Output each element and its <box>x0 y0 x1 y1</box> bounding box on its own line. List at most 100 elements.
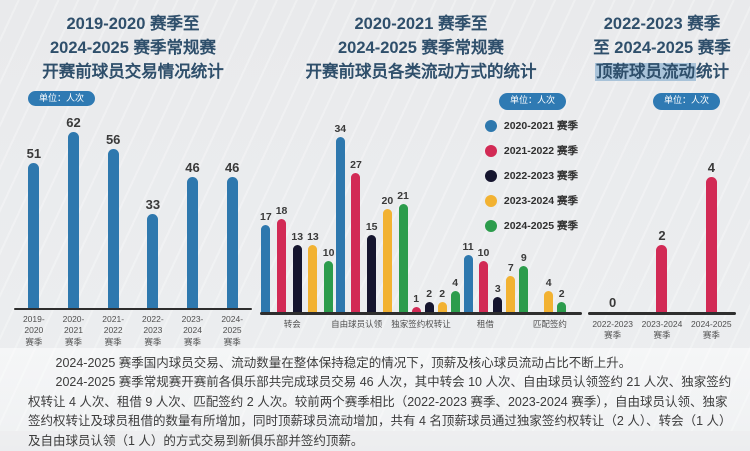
category-label: 2020-2021 赛季 <box>54 314 94 348</box>
bar-slot: 46 <box>173 160 213 308</box>
bar <box>351 173 361 312</box>
bar-slot: 17 <box>260 211 272 312</box>
legend-label: 2021-2022 赛季 <box>503 145 578 157</box>
category-label-line: 赛季 <box>702 330 720 341</box>
bar <box>424 302 434 312</box>
bar-slot: 20 <box>382 195 393 312</box>
bar-group: 34 27 15 20 21 <box>334 123 409 312</box>
plot-area: 51 62 56 33 46 46 <box>14 108 252 308</box>
legend: 2020-2021 赛季 2021-2022 赛季 2022-2023 赛季 2023… <box>484 118 578 233</box>
bar-value-label: 9 <box>520 252 527 264</box>
bar-slot: 2 <box>637 228 686 312</box>
category-label-line: 2024-2025 <box>690 319 732 329</box>
axis-baseline <box>14 308 252 310</box>
chart-title-tail: 统计 <box>696 63 729 81</box>
bar-value-label: 17 <box>260 211 272 223</box>
category-label-line: 2019-2020 <box>22 313 45 336</box>
unit-badge-row: 单位：人次 <box>588 93 736 110</box>
legend-label: 2024-2025 赛季 <box>503 220 578 232</box>
bar-slot: 34 <box>334 123 346 312</box>
chart-title: 2022-2023 赛季至 2024-2025 赛季 顶薪球员流动统计 <box>588 12 736 86</box>
bar-value-label: 62 <box>66 115 81 130</box>
bar-slot: 2 <box>557 288 567 312</box>
category-label: 2022-2023 赛季 <box>588 319 637 342</box>
bar <box>277 219 287 312</box>
legend-dot <box>484 219 497 232</box>
category-label: 2023-2024 赛季 <box>173 314 213 348</box>
bar-value-label: 2 <box>439 288 446 300</box>
bar-value-label: 2 <box>426 288 433 300</box>
chart-title-line: 至 2024-2025 赛季 <box>593 39 731 57</box>
bar-slot: 10 <box>477 247 490 312</box>
category-label-line: 2024-2025 <box>221 313 244 336</box>
category-label: 2024-2025 赛季 <box>687 319 736 342</box>
bar-slot: 0 <box>588 295 637 312</box>
bar-value-label: 46 <box>185 160 200 175</box>
bar-slot: 1 <box>411 293 421 312</box>
unit-badge: 单位：人次 <box>498 93 566 110</box>
chart-flow-types: 2020-2021 赛季至 2024-2025 赛季常规赛 开赛前球员各类流动方式的… <box>252 8 582 348</box>
legend-dot <box>484 144 497 157</box>
bar-slot: 27 <box>350 159 362 312</box>
bar-value-label: 56 <box>105 132 121 147</box>
bar-value-label: 2 <box>658 228 666 243</box>
bar-slot: 4 <box>544 277 554 312</box>
bar <box>335 137 345 312</box>
bar-value-label: 21 <box>397 190 409 202</box>
bar-value-label: 13 <box>307 231 319 243</box>
chart-season-trades: 2019-2020 赛季至 2024-2025 赛季常规赛 开赛前球员交易情况统计单… <box>14 8 252 348</box>
unit-badge: 单位：人次 <box>652 93 720 110</box>
unit-badge-row: 单位：人次 <box>260 93 582 110</box>
category-label-line: 2023-2024 <box>641 319 683 329</box>
bar-value-label: 7 <box>507 262 514 274</box>
category-label-line: 赛季 <box>65 336 83 347</box>
bar-groups: 0 2 4 <box>588 112 736 312</box>
chart-title-highlight: 顶薪球员流动 <box>595 63 696 81</box>
plot-area: 17 18 13 13 10 34 27 15 20 21 1 2 2 4 11 10 3 7 9 4 2 2020-20… <box>260 112 582 312</box>
category-label: 租借 <box>476 319 494 329</box>
bar-value-label: 46 <box>224 160 240 175</box>
legend-item: 2024-2025 赛季 <box>484 218 578 233</box>
bar-slot: 51 <box>14 146 54 308</box>
category-labels: 转会 自由球员认领 独家签约权转让 租借 匹配签约 <box>260 319 582 330</box>
bar <box>147 214 159 308</box>
chart-title-line: 2024-2025 赛季常规赛 <box>50 39 216 57</box>
bar-value-label: 3 <box>494 283 501 295</box>
chart-title-line: 顶薪球员流动统计 <box>588 60 736 84</box>
bar-slot: 7 <box>506 262 516 312</box>
category-label: 2021-2022 赛季 <box>93 314 133 348</box>
bar-slot: 62 <box>54 115 94 308</box>
bar-value-label: 4 <box>707 160 715 175</box>
category-label-line: 赛季 <box>25 336 43 347</box>
category-label: 2022-2023 赛季 <box>133 314 173 348</box>
bar-value-label: 10 <box>477 247 490 259</box>
bar <box>226 177 238 308</box>
footnote-para-1: 2024-2025 赛季国内球员交易、流动数量在整体保持稳定的情况下，顶薪及核心… <box>55 356 632 370</box>
chart-title: 2019-2020 赛季至 2024-2025 赛季常规赛 开赛前球员交易情况统计 <box>14 12 252 84</box>
axis-baseline <box>588 312 736 315</box>
bar <box>519 266 529 312</box>
chart-title-line: 2020-2021 赛季至 <box>354 15 488 33</box>
chart-title-line: 2024-2025 赛季常规赛 <box>338 39 504 57</box>
category-label-line: 赛季 <box>653 330 671 341</box>
bar-value-label: 10 <box>322 247 335 259</box>
legend-item: 2022-2023 赛季 <box>484 168 578 183</box>
category-label: 转会 <box>283 319 301 329</box>
bar-slot: 13 <box>307 231 319 312</box>
axis-baseline <box>260 312 582 315</box>
category-label-line: 赛季 <box>184 336 202 347</box>
chart-title-line: 2022-2023 赛季 <box>603 15 721 33</box>
category-labels: 2019-2020 赛季 2020-2021 赛季 2021-2022 赛季 2022-20… <box>14 314 252 348</box>
unit-badge-row: 单位：人次 <box>14 91 252 106</box>
category-label: 独家签约权转让 <box>391 319 451 329</box>
bar <box>68 132 79 308</box>
bar <box>705 177 717 312</box>
chart-title: 2020-2021 赛季至 2024-2025 赛季常规赛 开赛前球员各类流动方式的… <box>260 12 582 86</box>
category-label-line: 赛季 <box>223 336 241 347</box>
legend-item: 2023-2024 赛季 <box>484 193 578 208</box>
charts-row: 2019-2020 赛季至 2024-2025 赛季常规赛 开赛前球员交易情况统计单… <box>14 8 736 348</box>
category-label-line: 2021-2022 <box>102 313 125 336</box>
footnote-para-2: 2024-2025 赛季常规赛开赛前各俱乐部共完成球员交易 46 人次，其中转会… <box>28 375 732 448</box>
bar-value-label: 4 <box>545 277 552 289</box>
